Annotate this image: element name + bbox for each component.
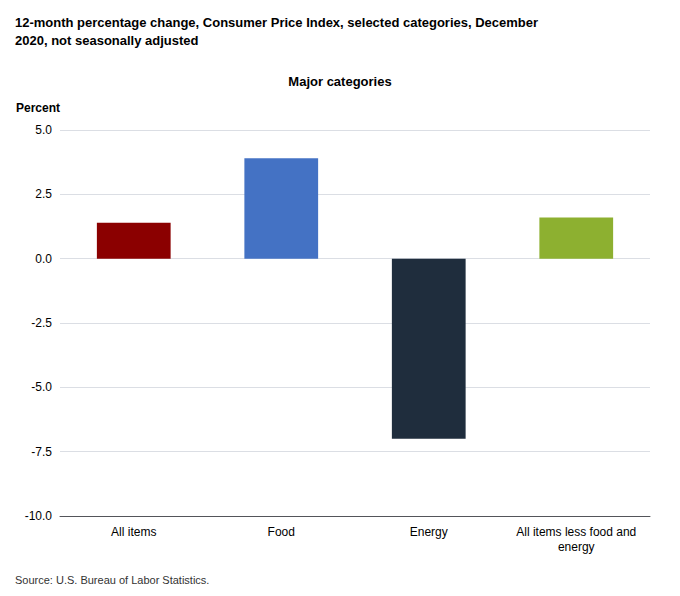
svg-text:-7.5: -7.5 <box>31 445 52 459</box>
svg-text:Energy: Energy <box>410 525 448 539</box>
svg-text:12-month percentage change, Co: 12-month percentage change, Consumer Pri… <box>15 15 538 30</box>
svg-text:-5.0: -5.0 <box>31 380 52 394</box>
svg-text:Source: U.S. Bureau of Labor S: Source: U.S. Bureau of Labor Statistics. <box>15 574 209 586</box>
svg-text:All items less food and: All items less food and <box>516 525 636 539</box>
svg-text:0.0: 0.0 <box>35 252 52 266</box>
svg-text:-2.5: -2.5 <box>31 316 52 330</box>
svg-text:energy: energy <box>558 540 595 554</box>
svg-text:Major categories: Major categories <box>288 74 391 89</box>
svg-text:2.5: 2.5 <box>35 187 52 201</box>
svg-text:2020, not seasonally adjusted: 2020, not seasonally adjusted <box>15 33 199 48</box>
svg-text:-10.0: -10.0 <box>25 509 53 523</box>
svg-text:5.0: 5.0 <box>35 123 52 137</box>
svg-text:Food: Food <box>268 525 295 539</box>
svg-text:All items: All items <box>111 525 156 539</box>
svg-text:Percent: Percent <box>16 101 60 115</box>
